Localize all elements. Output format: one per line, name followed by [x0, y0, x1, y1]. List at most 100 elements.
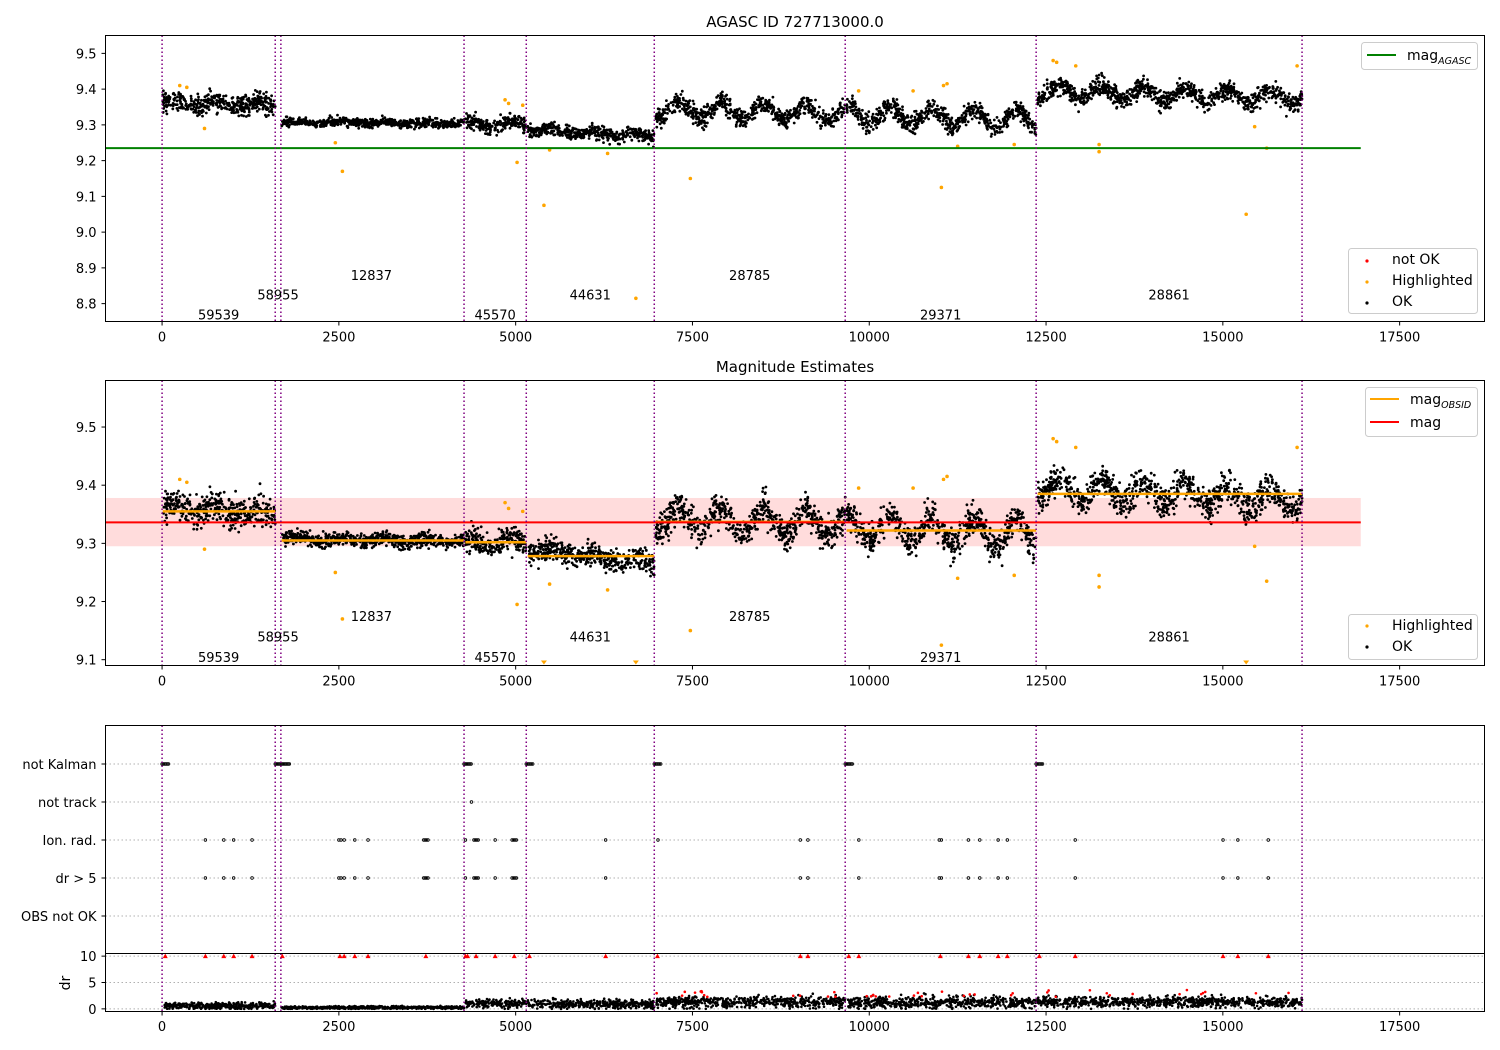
ok-point [343, 120, 347, 124]
ok-point [266, 503, 270, 507]
ok-point [1208, 95, 1212, 99]
highlighted-point [1244, 212, 1248, 217]
panel-2-title: Magnitude Estimates [716, 358, 874, 376]
ok-point [396, 545, 400, 549]
ok-point [284, 545, 287, 548]
ok-point [676, 95, 679, 98]
ok-point [1039, 104, 1042, 108]
ok-point [228, 528, 231, 532]
ok-point [174, 504, 178, 508]
x-tick-label: 2500 [322, 331, 355, 346]
ok-point [489, 128, 492, 132]
ok-point [251, 104, 255, 108]
ok-point [841, 97, 844, 101]
ok-point [483, 125, 486, 128]
ok-point [1174, 93, 1177, 97]
ok-point [777, 123, 781, 127]
ok-point [213, 513, 216, 517]
ok-point [1031, 120, 1034, 123]
ok-point [331, 122, 335, 125]
ok-point [1167, 91, 1170, 94]
ok-point [973, 100, 977, 104]
ok-point [901, 108, 904, 112]
ok-point [339, 120, 343, 124]
ok-point [673, 95, 677, 99]
ok-point [850, 109, 854, 113]
ok-point [513, 124, 517, 127]
ok-point [574, 135, 578, 139]
ok-point [615, 130, 619, 134]
ok-point [282, 122, 285, 126]
ok-point [1082, 96, 1085, 100]
ok-point [1059, 94, 1062, 98]
ok-point [1134, 94, 1138, 97]
ok-point [635, 133, 639, 137]
ok-point [861, 108, 864, 112]
ok-point [1125, 97, 1129, 101]
ok-point [269, 105, 272, 108]
ok-point [851, 112, 855, 116]
ok-point [1050, 80, 1053, 84]
ok-point [1096, 87, 1099, 90]
ok-point [974, 104, 978, 107]
ok-point [1095, 90, 1099, 94]
ok-point [195, 527, 199, 531]
ok-point [204, 517, 208, 521]
ok-point [1070, 96, 1074, 100]
ok-point [177, 489, 180, 493]
ok-point [244, 518, 248, 522]
ok-point [704, 125, 708, 128]
ok-point [181, 505, 185, 509]
ok-point [322, 125, 326, 128]
ok-point [720, 103, 724, 106]
ok-point [529, 122, 532, 125]
ok-point [1079, 96, 1083, 99]
ok-point [385, 529, 389, 533]
ok-point [188, 493, 192, 497]
ok-point [233, 506, 237, 510]
ok-point [1079, 100, 1082, 104]
ok-point [972, 108, 976, 111]
ok-point [1191, 87, 1195, 91]
ok-point [169, 506, 172, 509]
highlighted-point [515, 160, 519, 165]
ok-point [794, 108, 798, 112]
ok-point [827, 113, 831, 116]
ok-point [706, 110, 710, 114]
ok-point [177, 92, 181, 96]
ok-point [1229, 97, 1232, 100]
ok-point [242, 503, 245, 506]
ok-point [682, 98, 685, 102]
ok-point [1069, 88, 1073, 91]
ok-point [218, 93, 222, 97]
ok-point [169, 103, 173, 107]
ok-point [181, 106, 185, 110]
ok-point [242, 499, 246, 503]
ok-point [406, 126, 410, 129]
ok-point [169, 495, 172, 499]
ok-point [543, 131, 547, 134]
ok-point [1056, 95, 1060, 98]
ok-point [579, 135, 583, 138]
ok-point [1141, 83, 1144, 86]
ok-point [1043, 91, 1047, 95]
ok-point [356, 534, 359, 537]
ok-point [878, 106, 881, 110]
ok-point [936, 113, 939, 117]
ok-point [901, 105, 904, 109]
ok-point [264, 113, 267, 117]
ok-point [913, 110, 916, 113]
ok-point [602, 125, 606, 129]
ok-point [273, 105, 277, 108]
ok-point [195, 103, 199, 107]
ok-point [164, 99, 168, 103]
ok-point [437, 126, 440, 130]
ok-point [1093, 91, 1096, 95]
ok-point [946, 132, 950, 136]
ok-point [1203, 110, 1206, 114]
ok-point [840, 113, 844, 117]
ok-point [434, 125, 438, 129]
ok-point [569, 132, 572, 136]
ok-point [1115, 106, 1118, 110]
ok-point [1231, 99, 1235, 103]
